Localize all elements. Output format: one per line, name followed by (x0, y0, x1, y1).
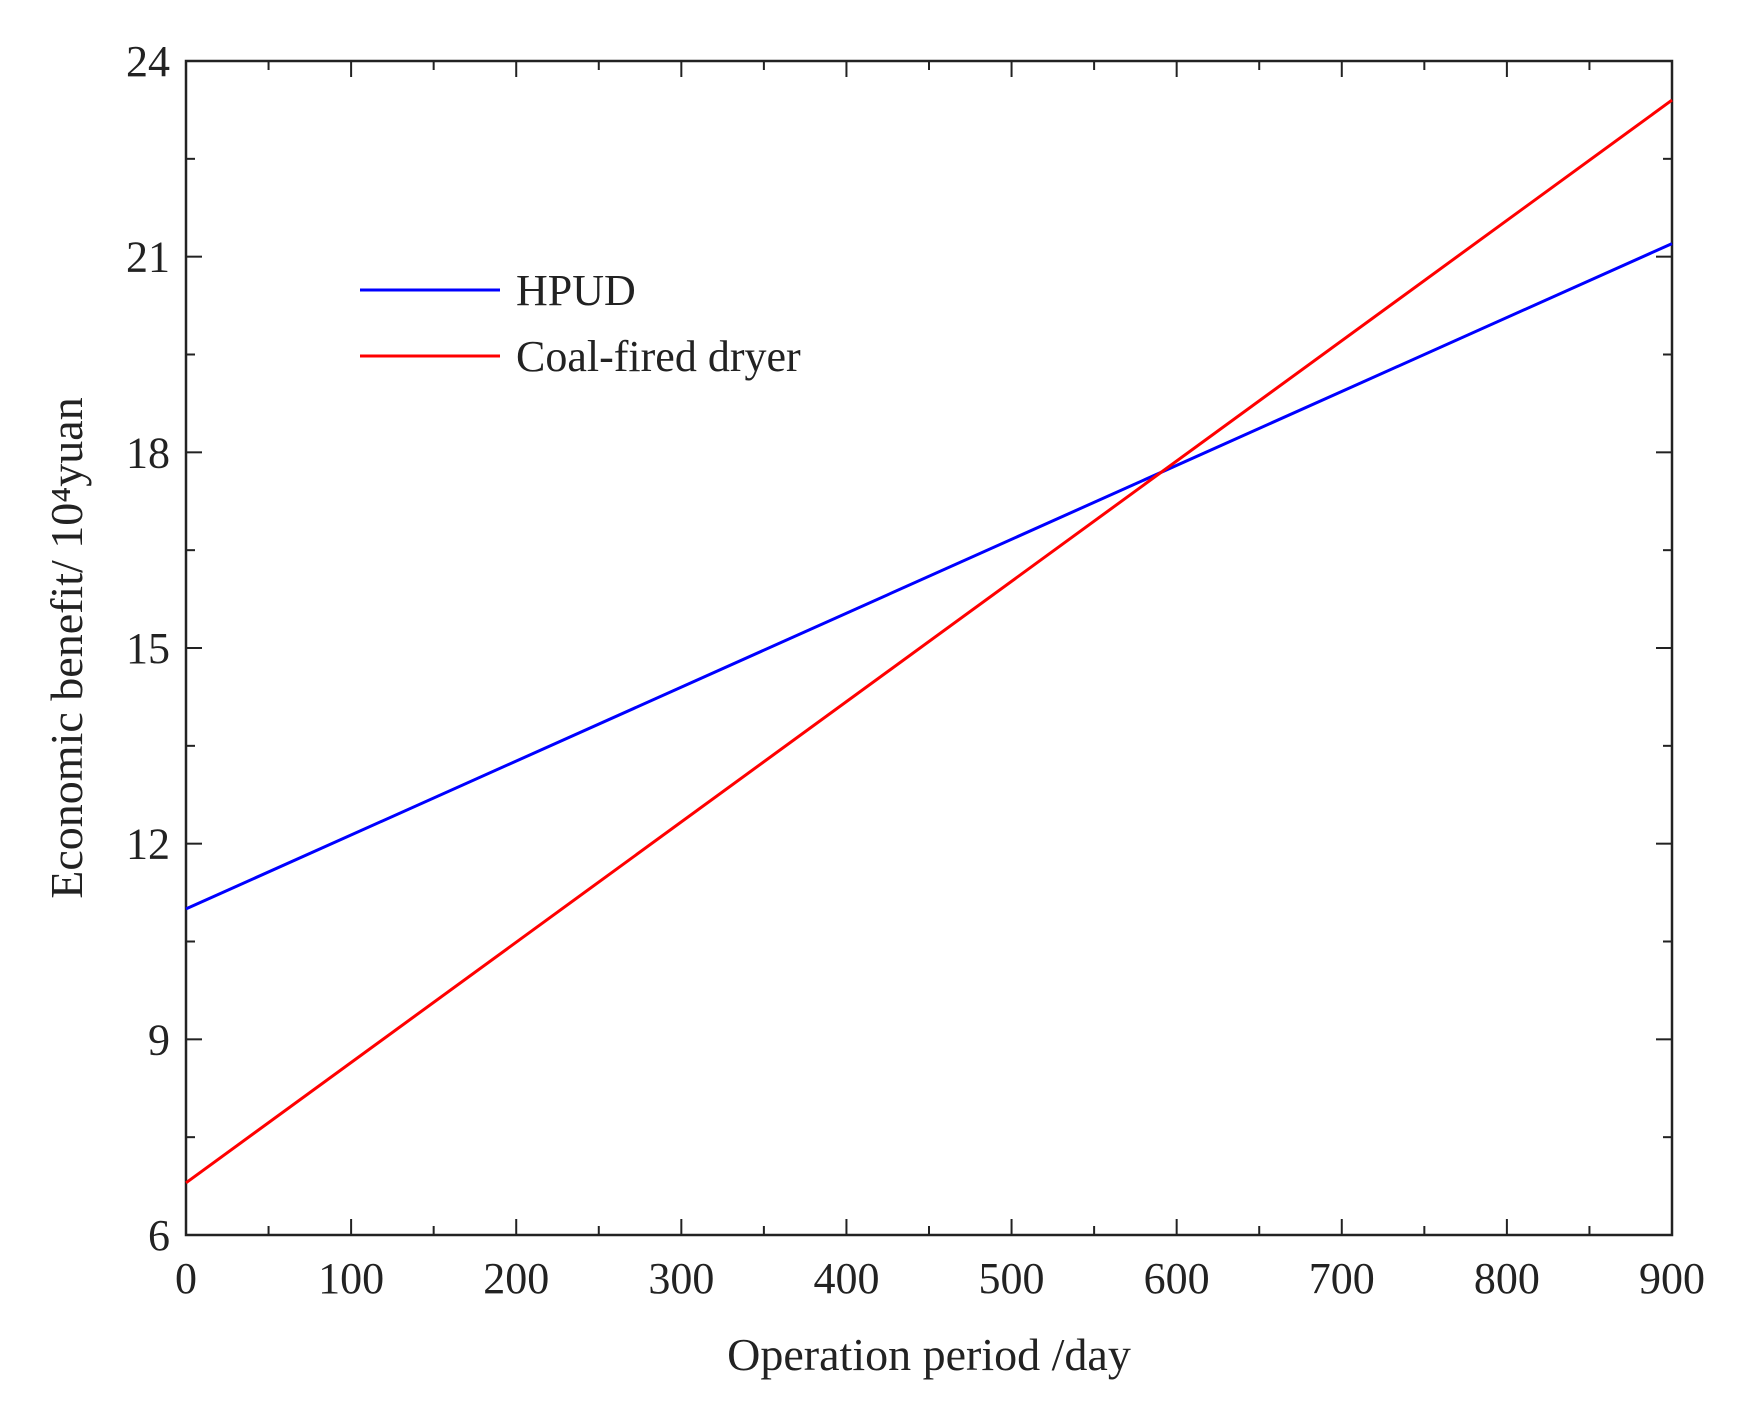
x-axis-ticks: 0 100 200 300 400 500 600 700 800 900 (175, 61, 1705, 1303)
x-tick-label: 0 (175, 1254, 197, 1303)
series-line (185, 242, 1673, 911)
y-tick-label: 9 (148, 1015, 170, 1064)
legend-label: HPUD (516, 266, 636, 315)
series-layer (185, 98, 1673, 1185)
x-tick-label: 300 (648, 1254, 714, 1303)
legend: HPUD Coal-fired dryer (360, 266, 801, 381)
series-line (185, 98, 1673, 1185)
x-tick-label: 900 (1639, 1254, 1705, 1303)
x-tick-label: 600 (1144, 1254, 1210, 1303)
y-tick-label: 15 (126, 624, 170, 673)
y-tick-label: 21 (126, 233, 170, 282)
y-tick-label: 18 (126, 428, 170, 477)
y-tick-label: 12 (126, 820, 170, 869)
legend-label: Coal-fired dryer (516, 332, 801, 381)
y-axis-ticks: 6 9 12 15 18 21 24 (126, 37, 1672, 1260)
x-tick-label: 200 (483, 1254, 549, 1303)
x-tick-label: 700 (1309, 1254, 1375, 1303)
plot-frame (184, 59, 1674, 1237)
y-tick-label: 24 (126, 37, 170, 86)
x-axis-label: Operation period /day (727, 1329, 1131, 1380)
x-tick-label: 400 (813, 1254, 879, 1303)
y-axis-label: Economic benefit/ 10⁴yuan (41, 397, 92, 898)
x-tick-label: 100 (318, 1254, 384, 1303)
y-tick-label: 6 (148, 1211, 170, 1260)
x-tick-label: 500 (979, 1254, 1045, 1303)
x-tick-label: 800 (1474, 1254, 1540, 1303)
plot-area (184, 59, 1674, 1237)
